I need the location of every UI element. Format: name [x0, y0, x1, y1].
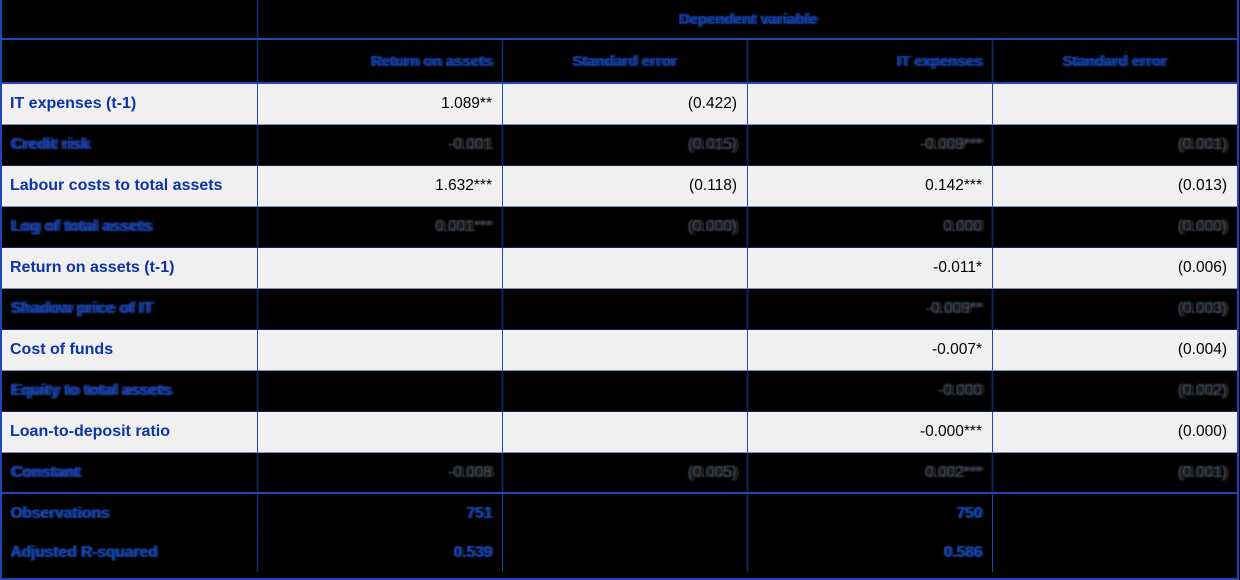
table-row-loan-to-deposit: Loan-to-deposit ratio -0.000*** (0.000) [2, 412, 1237, 453]
row-label: IT expenses (t-1) [10, 95, 137, 112]
row-label: Log of total assets [10, 218, 152, 235]
row-label: Loan-to-deposit ratio [10, 423, 170, 440]
se-roa: (0.015) [502, 125, 747, 165]
table-row-labour-costs: Labour costs to total assets 1.632*** (0… [2, 166, 1237, 207]
summary-empty-cell [992, 533, 1237, 572]
dependent-variable-band: Dependent variable [2, 0, 1237, 40]
se-roa [502, 248, 747, 288]
coef-roa: -0.008 [257, 453, 502, 492]
dependent-variable-title: Dependent variable [257, 0, 1237, 38]
coef-it: -0.009** [747, 289, 992, 329]
coef-it: -0.011* [747, 248, 992, 288]
summary-empty-cell [502, 533, 747, 572]
row-label: Labour costs to total assets [10, 177, 223, 194]
se-it: (0.000) [992, 412, 1237, 452]
adj-r2-it: 0.586 [747, 533, 992, 572]
adj-r2-roa: 0.539 [257, 533, 502, 572]
row-label: Return on assets (t-1) [10, 259, 175, 276]
se-it: (0.001) [992, 453, 1237, 492]
header-empty-cell [2, 40, 257, 82]
coef-it: 0.000 [747, 207, 992, 247]
coef-roa: 1.632*** [257, 166, 502, 206]
se-roa [502, 412, 747, 452]
coef-roa: 0.001*** [257, 207, 502, 247]
se-roa: (0.422) [502, 84, 747, 124]
summary-section: Observations 751 750 Adjusted R-squared … [2, 494, 1237, 578]
table-row-cost-of-funds: Cost of funds -0.007* (0.004) [2, 330, 1237, 371]
coef-it: 0.142*** [747, 166, 992, 206]
table-row-log-total-assets: Log of total assets 0.001*** (0.000) 0.0… [2, 207, 1237, 248]
coef-roa: 1.089** [257, 84, 502, 124]
coef-it [747, 84, 992, 124]
se-roa: (0.000) [502, 207, 747, 247]
coef-it: -0.000 [747, 371, 992, 411]
se-it: (0.013) [992, 166, 1237, 206]
header-return-on-assets: Return on assets [257, 40, 502, 82]
coef-roa: -0.001 [257, 125, 502, 165]
se-it: (0.001) [992, 125, 1237, 165]
se-it: (0.000) [992, 207, 1237, 247]
header-it-expenses: IT expenses [747, 40, 992, 82]
se-it [992, 84, 1237, 124]
coef-roa [257, 330, 502, 370]
coef-it: 0.002*** [747, 453, 992, 492]
column-header-row: Return on assets Standard error IT expen… [2, 40, 1237, 84]
table-row-equity-total-assets: Equity to total assets -0.000 (0.002) [2, 371, 1237, 412]
observations-it: 750 [747, 494, 992, 533]
se-roa [502, 371, 747, 411]
se-it: (0.003) [992, 289, 1237, 329]
se-roa [502, 289, 747, 329]
table-row-it-expenses-t1: IT expenses (t-1) 1.089** (0.422) [2, 84, 1237, 125]
coef-roa [257, 289, 502, 329]
table-row-constant: Constant -0.008 (0.005) 0.002*** (0.001) [2, 453, 1237, 494]
header-standard-error-1: Standard error [502, 40, 747, 82]
se-it: (0.006) [992, 248, 1237, 288]
corner-empty-cell [2, 0, 257, 38]
coef-it: -0.000*** [747, 412, 992, 452]
observations-roa: 751 [257, 494, 502, 533]
se-it: (0.004) [992, 330, 1237, 370]
coef-roa [257, 371, 502, 411]
table-row-credit-risk: Credit risk -0.001 (0.015) -0.009*** (0.… [2, 125, 1237, 166]
row-label: Constant [10, 463, 80, 481]
header-standard-error-2: Standard error [992, 40, 1237, 82]
row-label: Cost of funds [10, 341, 114, 358]
table-row-shadow-price-it: Shadow price of IT -0.009** (0.003) [2, 289, 1237, 330]
summary-empty-cell [502, 494, 747, 533]
table-row-return-on-assets-t1: Return on assets (t-1) -0.011* (0.006) [2, 248, 1237, 289]
se-roa: (0.118) [502, 166, 747, 206]
coef-it: -0.009*** [747, 125, 992, 165]
summary-label: Adjusted R-squared [10, 543, 158, 561]
summary-empty-cell [992, 494, 1237, 533]
se-roa: (0.005) [502, 453, 747, 492]
coef-roa [257, 248, 502, 288]
summary-label: Observations [10, 504, 110, 522]
row-label: Credit risk [10, 136, 90, 153]
coef-it: -0.007* [747, 330, 992, 370]
coef-roa [257, 412, 502, 452]
summary-row-adjusted-r-squared: Adjusted R-squared 0.539 0.586 [2, 533, 1237, 572]
se-it: (0.002) [992, 371, 1237, 411]
summary-row-observations: Observations 751 750 [2, 494, 1237, 533]
row-label: Shadow price of IT [10, 300, 153, 317]
row-label: Equity to total assets [10, 382, 171, 399]
se-roa [502, 330, 747, 370]
